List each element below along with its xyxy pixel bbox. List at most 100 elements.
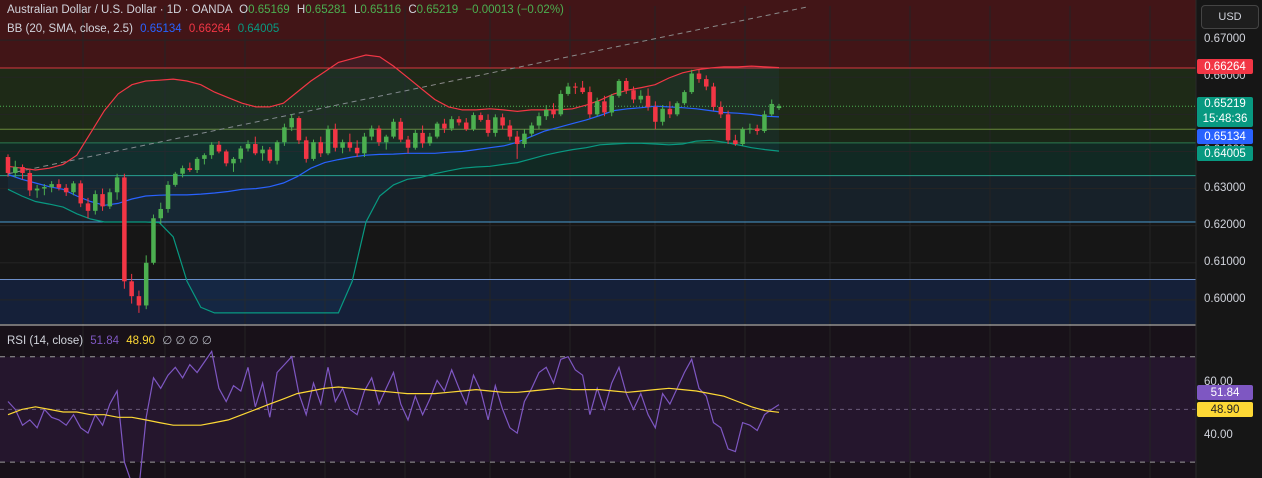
price-zone	[0, 279, 1196, 324]
rsi-tick-label: 40.00	[1204, 428, 1233, 441]
candle	[129, 273, 134, 304]
price-zone	[0, 175, 1196, 222]
candle	[565, 82, 571, 96]
bb-lower-line	[7, 139, 780, 314]
candle-body	[769, 103, 774, 115]
candle-body	[187, 168, 193, 171]
close-value: 0.65219	[416, 4, 459, 16]
candle	[49, 181, 54, 193]
candle-body	[362, 136, 367, 154]
change-value: −0.00013 (−0.02%)	[465, 4, 564, 16]
candle	[711, 82, 716, 111]
candle	[20, 164, 25, 180]
candle	[558, 90, 564, 117]
last-price-value: 0.65219	[1204, 98, 1246, 110]
candle-body	[638, 95, 644, 100]
candle	[13, 160, 18, 178]
candle-body	[623, 80, 629, 91]
low-label: L	[353, 4, 361, 16]
rsi-pane-background	[0, 325, 1196, 478]
candle	[689, 69, 694, 94]
candle	[143, 255, 149, 310]
candle-body	[129, 281, 134, 297]
high-label: H	[296, 4, 306, 16]
candle	[354, 140, 360, 158]
candle-body	[194, 158, 200, 171]
candle-body	[85, 203, 91, 211]
candle-body	[56, 184, 62, 188]
candle-body	[740, 129, 745, 145]
candle-body	[420, 132, 425, 144]
candle-body	[580, 87, 585, 93]
price-tick-label: 0.63000	[1204, 181, 1246, 194]
symbol-legend: Australian Dollar / U.S. Dollar · 1D · O…	[7, 4, 564, 16]
bb-basis-line	[7, 105, 780, 206]
candle-body	[231, 158, 236, 164]
candle	[747, 123, 753, 134]
candle	[202, 153, 207, 165]
candle	[245, 140, 251, 152]
candle-body	[529, 125, 534, 134]
candle-body	[543, 109, 549, 117]
candle	[93, 190, 98, 215]
candle	[165, 181, 171, 213]
candle-body	[427, 136, 433, 144]
rsi-indicator-name[interactable]: RSI (14, close)	[7, 335, 84, 347]
candle-body	[311, 142, 316, 159]
candle	[587, 86, 593, 119]
candle-body	[507, 125, 513, 137]
candle	[383, 134, 389, 150]
bb-basis-value: 0.65134	[140, 23, 182, 35]
bb-upper-value: 0.66264	[188, 23, 231, 35]
candle	[413, 129, 418, 150]
rsi-pane	[0, 324, 1196, 478]
candle	[231, 157, 236, 172]
candle	[318, 136, 324, 158]
rsi-legend[interactable]: RSI (14, close) 51.84 48.90 ∅ ∅ ∅ ∅	[7, 333, 212, 347]
candle	[216, 141, 222, 154]
candle	[653, 101, 658, 130]
close-label: C	[408, 4, 417, 16]
candle	[442, 118, 447, 133]
candle	[78, 180, 83, 208]
candle-body	[674, 103, 680, 115]
candle	[674, 101, 680, 117]
candle-body	[762, 114, 767, 132]
candle-body	[223, 151, 229, 164]
candle-body	[340, 142, 345, 148]
candle-body	[594, 101, 600, 115]
candle	[122, 173, 127, 289]
candle-body	[136, 296, 142, 306]
bollinger-legend[interactable]: BB (20, SMA, close, 2.5) 0.65134 0.66264…	[7, 23, 279, 35]
candle-body	[391, 121, 396, 137]
symbol-title[interactable]: Australian Dollar / U.S. Dollar · 1D · O…	[7, 4, 232, 16]
candle-body	[158, 208, 164, 219]
candle	[151, 214, 156, 265]
currency-button[interactable]: USD	[1201, 5, 1259, 29]
rsi-ma-line	[7, 386, 780, 426]
candle	[718, 101, 724, 119]
candle-body	[78, 183, 83, 204]
candle	[362, 132, 367, 158]
rsi-value: 51.84	[90, 335, 120, 347]
candle-body	[318, 142, 324, 154]
candle	[420, 125, 425, 148]
candle-body	[398, 121, 404, 140]
bb-indicator-name[interactable]: BB (20, SMA, close, 2.5)	[7, 23, 133, 35]
candle	[71, 181, 76, 196]
candle	[478, 112, 484, 122]
candle-body	[34, 188, 40, 191]
candle-body	[718, 106, 724, 115]
candle	[500, 113, 505, 130]
candle	[107, 188, 113, 209]
rsi-extra-values: ∅ ∅ ∅ ∅	[162, 335, 212, 347]
candle	[493, 114, 498, 137]
candle	[580, 80, 585, 94]
candle-body	[274, 142, 280, 161]
candle	[762, 110, 767, 133]
candle-body	[354, 147, 360, 154]
candle-body	[711, 86, 716, 107]
candle-body	[434, 123, 440, 137]
candle	[391, 118, 396, 139]
